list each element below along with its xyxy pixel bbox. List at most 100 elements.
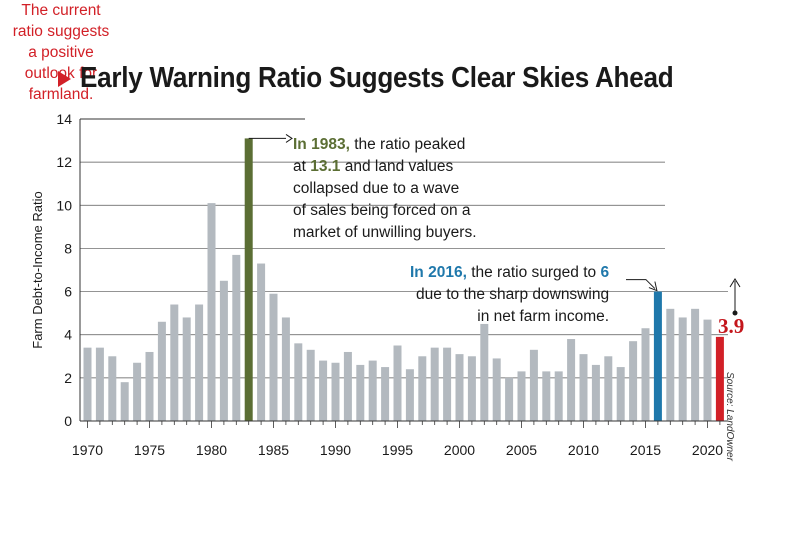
bar-2018 [678, 317, 687, 421]
bar-1990 [331, 362, 340, 421]
bar-1979 [195, 304, 204, 421]
bar-1999 [443, 347, 452, 421]
bar-2002 [480, 323, 489, 421]
y-tick-10: 10 [56, 197, 72, 213]
annotation-2016-year: 2016, [428, 264, 467, 281]
leader-current-arrow-icon [729, 278, 741, 288]
bar-1994 [381, 367, 390, 421]
bar-1989 [319, 360, 328, 421]
bar-1985 [269, 293, 278, 421]
x-tick-2005: 2005 [506, 442, 537, 458]
x-tick-2010: 2010 [568, 442, 599, 458]
axes [79, 118, 728, 422]
bar-1992 [356, 364, 365, 421]
bar-2019 [691, 308, 700, 421]
bar-1995 [393, 345, 402, 421]
bar-2004 [505, 377, 514, 421]
bar-1975 [145, 351, 154, 421]
x-tick-1985: 1985 [258, 442, 289, 458]
bar-1987 [294, 343, 303, 421]
x-tick-1980: 1980 [196, 442, 227, 458]
annotation-1983-line4: of sales being forced on a [293, 202, 471, 219]
bar-2009 [567, 339, 576, 421]
bar-2013 [616, 367, 625, 421]
annotation-current-line3: a positive [28, 44, 94, 61]
annotation-1983-line3: collapsed due to a wave [293, 180, 460, 197]
annotation-1983-value: 13.1 [310, 158, 341, 175]
bar-1973 [120, 382, 129, 421]
bar-2000 [455, 354, 464, 421]
bar-2008 [554, 371, 563, 421]
bar-1983 [244, 138, 253, 421]
x-tick-2015: 2015 [630, 442, 661, 458]
x-tick-1975: 1975 [134, 442, 165, 458]
bar-2015 [641, 328, 650, 421]
bar-2001 [467, 356, 476, 421]
annotation-leaders [248, 133, 741, 316]
annotation-2016-value: 6 [600, 264, 610, 281]
annotation-1983-line5: market of unwilling buyers. [293, 224, 477, 241]
annotation-current: The current ratio suggests a positive ou… [0, 0, 122, 105]
source-note: Source: LandOwner [724, 372, 735, 461]
y-tick-2: 2 [64, 370, 72, 386]
annotation-1983-prefix: In [293, 136, 312, 153]
y-tick-0: 0 [64, 413, 72, 429]
bar-1972 [108, 356, 117, 421]
annotation-1983-text1: the ratio peaked [349, 136, 466, 153]
annotation-2016: In 2016, the ratio surged to 6 due to th… [410, 262, 609, 328]
annotation-current-line1: The current [21, 2, 101, 19]
annotation-1983-text3: and land values [340, 158, 454, 175]
bar-1970 [83, 347, 92, 421]
x-tick-2000: 2000 [444, 442, 475, 458]
bar-2014 [629, 341, 638, 421]
bar-1997 [418, 356, 427, 421]
leader-2016-arrow-icon [648, 281, 658, 292]
bar-2020 [703, 319, 712, 421]
bar-1980 [207, 203, 216, 421]
x-tick-1995: 1995 [382, 442, 413, 458]
bar-1993 [368, 360, 377, 421]
x-tick-1970: 1970 [72, 442, 103, 458]
leader-current-dot [732, 310, 738, 316]
bar-1998 [430, 347, 439, 421]
bar-2007 [542, 371, 551, 421]
bar-2017 [666, 308, 675, 421]
title-arrow-icon [58, 70, 71, 87]
bar-1971 [95, 347, 104, 421]
bar-2010 [579, 354, 588, 421]
x-tick-2020: 2020 [692, 442, 723, 458]
bar-2005 [517, 371, 526, 421]
bar-2012 [604, 356, 613, 421]
bar-1974 [133, 362, 142, 421]
bar-1984 [257, 263, 266, 421]
bar-2021 [715, 336, 724, 421]
current-value-label: 3.9 [718, 314, 745, 338]
annotation-2016-line3: in net farm income. [477, 308, 610, 325]
bar-1991 [343, 351, 352, 421]
title-container: Early Warning Ratio Suggests Clear Skies… [58, 62, 739, 95]
chart-title: Early Warning Ratio Suggests Clear Skies… [80, 62, 674, 94]
bars [83, 138, 724, 421]
bar-1988 [306, 349, 315, 421]
y-tick-6: 6 [64, 284, 72, 300]
bar-1986 [281, 317, 290, 421]
bar-1977 [170, 304, 179, 421]
bar-2016 [653, 291, 662, 421]
annotation-2016-text1: the ratio surged to [466, 264, 601, 281]
x-tick-1990: 1990 [320, 442, 351, 458]
annotation-current-line5: farmland. [28, 86, 94, 103]
bar-1978 [182, 317, 191, 421]
y-tick-14: 14 [56, 111, 72, 127]
y-tick-labels: 0 2 4 6 8 10 12 14 [56, 111, 72, 429]
x-tick-labels: 1970 1975 1980 1985 1990 1995 2000 2005 2010 2015… [72, 421, 723, 458]
y-tick-4: 4 [64, 327, 72, 343]
bar-1981 [219, 280, 228, 421]
leader-1983-arrow-icon [285, 133, 293, 143]
annotation-current-line2: ratio suggests [12, 23, 110, 40]
bar-2006 [529, 349, 538, 421]
leader-2016 [626, 279, 656, 289]
annotation-1983-year: 1983, [311, 136, 350, 153]
y-tick-12: 12 [56, 154, 72, 170]
annotation-1983-text2: at [293, 158, 311, 175]
bar-1976 [157, 321, 166, 421]
